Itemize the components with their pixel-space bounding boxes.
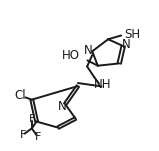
- Text: N: N: [84, 44, 93, 57]
- Text: F: F: [29, 114, 35, 124]
- Text: Cl: Cl: [14, 89, 26, 102]
- Text: SH: SH: [124, 28, 140, 41]
- Text: NH: NH: [94, 78, 111, 91]
- Text: F: F: [35, 132, 42, 142]
- Text: N: N: [58, 100, 67, 112]
- Text: F: F: [19, 130, 26, 140]
- Text: N: N: [122, 38, 131, 51]
- Text: HO: HO: [62, 49, 80, 62]
